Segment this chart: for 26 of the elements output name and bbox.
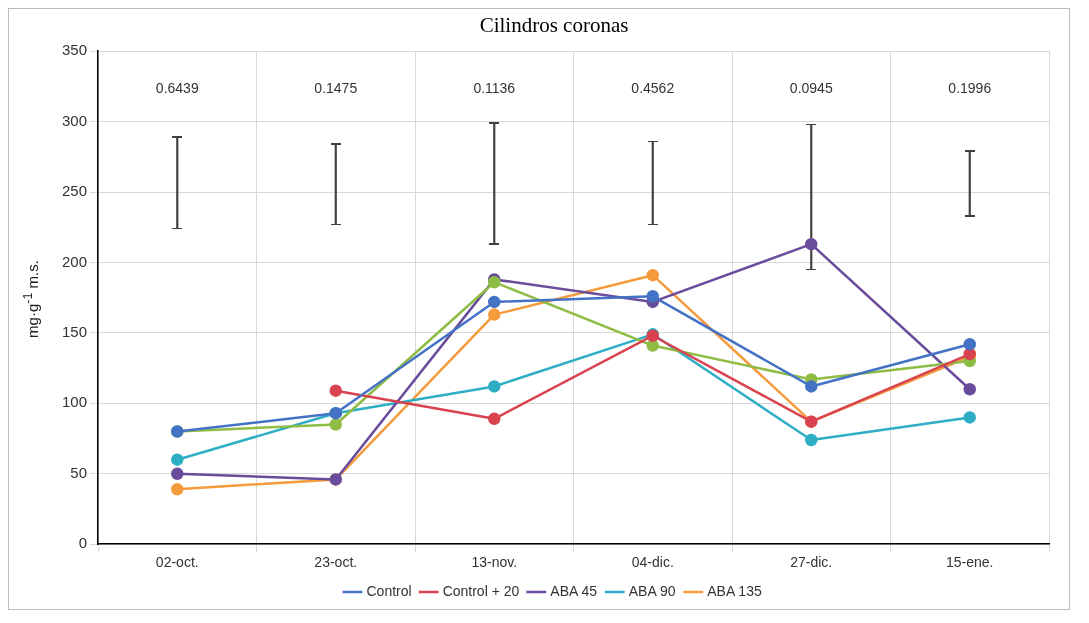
x-tick-label: 02-oct.: [155, 554, 199, 571]
legend-label: Control: [366, 582, 412, 599]
x-tick-label: 23-oct.: [314, 554, 358, 571]
annotation: 0.0945: [789, 80, 833, 97]
y-tick-label: 350: [62, 41, 88, 59]
y-tick-label: 0: [78, 534, 88, 552]
legend-label: ABA 90: [628, 582, 676, 599]
x-tick-label: 04-dic.: [631, 554, 674, 571]
x-tick-label: 13-nov.: [471, 554, 518, 571]
annotation: 0.6439: [155, 80, 199, 97]
annotation: 0.1136: [473, 80, 516, 97]
legend-label: ABA 135: [707, 582, 762, 599]
legend-label: Control + 20: [442, 582, 520, 599]
x-tick-label: 15-ene.: [946, 554, 994, 571]
y-tick-label: 250: [62, 182, 88, 200]
x-tick-label: 27-dic.: [790, 554, 833, 571]
annotation: 0.4562: [631, 80, 675, 97]
y-tick-label: 100: [62, 393, 88, 411]
y-tick-label: 200: [62, 252, 88, 270]
legend-label: ABA 45: [550, 582, 598, 599]
chart-title: Cilindros coronas: [479, 13, 629, 38]
y-tick-label: 150: [62, 323, 88, 341]
annotation: 0.1996: [948, 80, 992, 97]
y-tick-label: 50: [70, 463, 88, 481]
annotation: 0.1475: [314, 80, 358, 97]
y-tick-label: 300: [62, 111, 88, 129]
